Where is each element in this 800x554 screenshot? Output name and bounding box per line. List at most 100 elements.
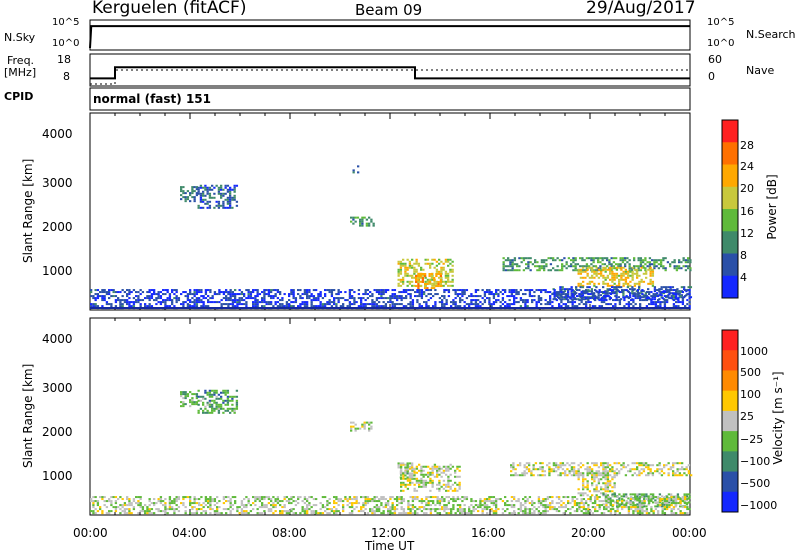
power-cell	[663, 299, 667, 302]
power-cell	[364, 299, 367, 302]
velocity-cell	[396, 498, 399, 501]
power-cell	[543, 269, 546, 272]
power-cell	[292, 295, 295, 298]
power-cell	[623, 289, 626, 292]
velocity-cell	[404, 483, 407, 486]
power-cell	[669, 292, 672, 295]
velocity-cell	[600, 462, 603, 465]
power-cell	[141, 291, 145, 294]
power-cell	[363, 216, 366, 219]
power-cell	[231, 206, 234, 209]
power-cell	[627, 270, 630, 273]
velocity-cell	[541, 470, 544, 473]
velocity-cell	[570, 470, 574, 473]
velocity-cell	[526, 508, 529, 511]
power-cell	[256, 289, 259, 292]
power-cell	[315, 297, 318, 300]
velocity-cell	[607, 506, 610, 509]
velocity-cell	[195, 512, 199, 515]
power-cell	[588, 280, 592, 283]
velocity-cell	[666, 508, 669, 511]
velocity-cell	[414, 510, 417, 513]
velocity-cell	[229, 504, 232, 507]
velocity-cell	[189, 496, 192, 499]
power-cell	[588, 276, 592, 279]
velocity-cell	[451, 489, 455, 492]
power-cell	[442, 266, 445, 269]
velocity-cell	[202, 397, 205, 400]
power-cell	[353, 303, 356, 306]
velocity-cell	[456, 465, 459, 468]
velocity-cell	[643, 505, 646, 508]
velocity-cell	[683, 468, 686, 471]
power-cell	[682, 265, 685, 268]
power-cell	[626, 257, 629, 260]
power-cell	[366, 293, 370, 296]
velocity-cell	[595, 476, 598, 479]
velocity-cell	[483, 504, 487, 507]
power-cell	[112, 289, 115, 292]
velocity-cell	[609, 464, 612, 467]
power-cell	[359, 218, 362, 221]
power-cell	[168, 293, 172, 296]
power-cell	[346, 299, 349, 302]
power-cell	[554, 259, 557, 262]
velocity-cell	[402, 498, 406, 501]
power-cell	[419, 285, 422, 288]
velocity-cell	[656, 468, 659, 471]
power-cell	[227, 297, 230, 300]
power-cell	[663, 303, 667, 306]
velocity-cell	[189, 405, 192, 408]
velocity-cell	[213, 399, 216, 402]
velocity-cell	[397, 462, 400, 465]
power-cell	[650, 299, 653, 302]
velocity-cell	[495, 510, 498, 513]
power-cell	[186, 198, 190, 201]
velocity-cell	[281, 506, 284, 509]
velocity-cell	[616, 510, 619, 513]
power-cell	[642, 280, 646, 283]
power-cell	[193, 305, 196, 308]
power-cell	[659, 301, 662, 304]
velocity-cell	[643, 502, 646, 505]
velocity-cell	[593, 474, 596, 477]
velocity-cell	[324, 510, 327, 513]
power-cell	[449, 284, 452, 287]
velocity-cell	[674, 505, 677, 508]
velocity-cell	[631, 462, 634, 465]
power-cell	[220, 299, 223, 302]
power-cell	[655, 265, 658, 268]
velocity-cell	[342, 500, 345, 503]
velocity-cell	[191, 401, 194, 404]
power-cell	[572, 265, 575, 268]
velocity-cell	[573, 466, 576, 469]
velocity-cell	[661, 502, 664, 505]
power-cell	[213, 301, 217, 304]
power-cell	[359, 224, 362, 227]
power-cell	[540, 291, 543, 294]
velocity-cell	[675, 502, 678, 505]
velocity-cell	[636, 462, 639, 465]
velocity-cell	[661, 512, 664, 515]
power-cell	[324, 293, 327, 296]
velocity-cell	[512, 474, 515, 477]
power-cell	[103, 295, 106, 298]
power-cell	[387, 289, 390, 292]
power-cell	[570, 290, 573, 293]
velocity-cell	[319, 502, 322, 505]
velocity-cell	[636, 493, 639, 496]
velocity-cell	[634, 493, 637, 496]
velocity-cell	[595, 474, 598, 477]
velocity-cell	[530, 474, 533, 477]
velocity-cell	[148, 508, 151, 511]
power-cell	[650, 303, 653, 306]
power-cell	[144, 303, 147, 306]
velocity-cell	[288, 510, 291, 513]
velocity-cell	[431, 479, 434, 482]
velocity-cell	[636, 466, 639, 469]
velocity-cell	[549, 508, 552, 511]
velocity-cell	[663, 512, 667, 515]
velocity-cell	[667, 462, 670, 465]
velocity-cell	[119, 512, 122, 515]
power-cell	[649, 274, 652, 277]
